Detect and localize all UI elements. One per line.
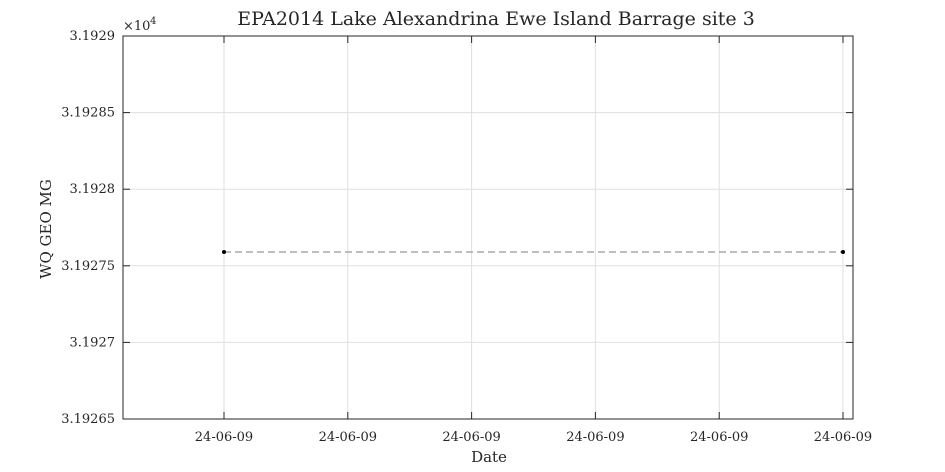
series — [222, 250, 845, 255]
y-tick-labels: 3.19265 3.1927 3.19275 3.1928 3.19285 3.1929 — [61, 29, 115, 427]
x-tick-label: 24-06-09 — [442, 430, 500, 445]
x-tick-label: 24-06-09 — [319, 430, 377, 445]
y-tick-label: 3.1927 — [70, 335, 116, 350]
axes-box — [122, 35, 854, 420]
y-tick-label: 3.19265 — [61, 412, 115, 427]
y-tick-label: 3.19275 — [61, 259, 115, 274]
data-point — [841, 250, 845, 255]
plot-area — [122, 35, 854, 420]
x-tick-label: 24-06-09 — [690, 430, 748, 445]
y-tick-label: 3.1929 — [70, 29, 116, 44]
x-tick-label: 24-06-09 — [566, 430, 624, 445]
x-axis-label: Date — [471, 448, 507, 466]
chart-title: EPA2014 Lake Alexandrina Ewe Island Barr… — [237, 8, 755, 30]
y-axis-label: WQ GEO MG — [37, 179, 55, 279]
y-tick-label: 3.19285 — [61, 106, 115, 121]
y-tick-label: 3.1928 — [70, 182, 116, 197]
y-exponent-label: ×10 4 — [123, 16, 156, 34]
tick-marks — [123, 35, 853, 420]
data-point — [222, 250, 226, 255]
x-tick-label: 24-06-09 — [195, 430, 253, 445]
y-exponent-base: ×10 — [123, 19, 150, 34]
y-exponent-power: 4 — [150, 16, 156, 27]
x-tick-labels: 24-06-09 24-06-09 24-06-09 24-06-09 24-06-09… — [195, 430, 872, 445]
x-tick-label: 24-06-09 — [814, 430, 872, 445]
axes-background — [123, 36, 853, 419]
grid — [123, 35, 853, 420]
